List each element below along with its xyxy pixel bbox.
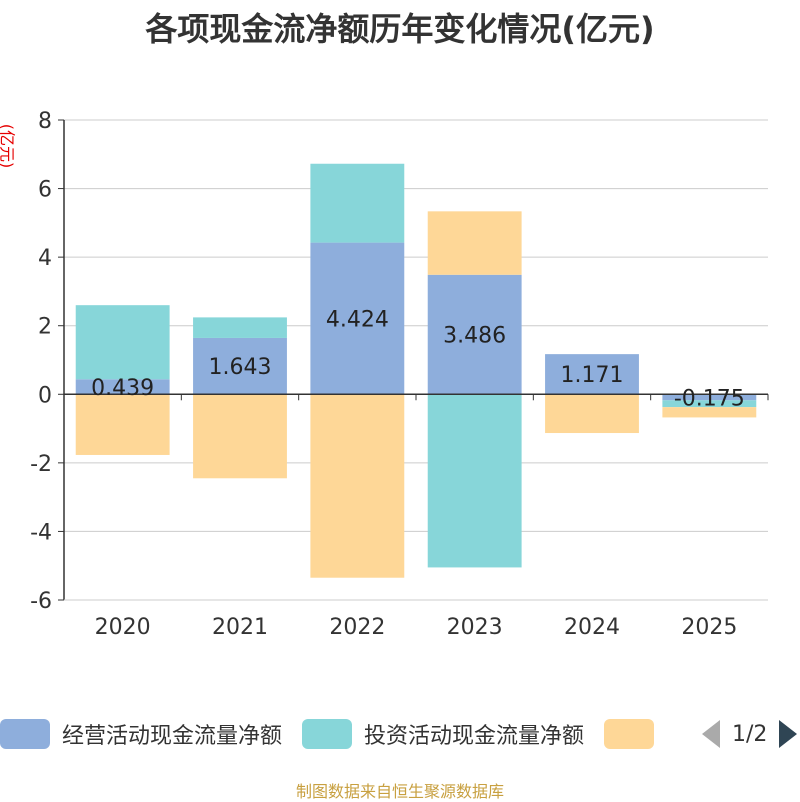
bar-chart: -6 -4 -2 0 2 4 6 8 2020 2021 2022 2023 2024 2025 0.439… [30, 109, 769, 640]
bar-2021-series-0 [193, 337, 287, 395]
x-tick-label-2024: 2024 [564, 615, 620, 640]
bar-2022-series-0 [310, 242, 405, 395]
y-tick-label: 6 [38, 178, 52, 203]
bar-2022-series-1 [310, 163, 405, 243]
y-tick-label: -2 [30, 452, 52, 477]
bar-2022-series-2 [310, 394, 405, 578]
y-tick-label: 2 [38, 315, 52, 340]
bar-2023-series-2 [427, 211, 522, 275]
legend-item-financing[interactable] [604, 719, 666, 749]
data-label-2025: -0.175 [674, 386, 745, 411]
x-tick-label-2022: 2022 [329, 615, 385, 640]
y-tick-label: 8 [38, 109, 52, 134]
legend-item-operating[interactable]: 经营活动现金流量净额 [0, 718, 282, 750]
bar-2021-series-2 [193, 394, 287, 479]
x-tick-label-2021: 2021 [212, 615, 268, 640]
bar-2020-series-1 [75, 305, 170, 380]
bar-2024-series-2 [545, 394, 639, 434]
legend-label-operating: 经营活动现金流量净额 [62, 724, 283, 749]
legend-prev-page-icon[interactable] [702, 720, 720, 748]
bar-2020-series-2 [75, 394, 170, 455]
legend-swatch-operating [0, 719, 50, 749]
data-source-note: 制图数据来自恒生聚源数据库 [295, 782, 504, 801]
chart-title: 各项现金流净额历年变化情况(亿元) [145, 10, 655, 48]
legend: 经营活动现金流量净额 投资活动现金流量净额 [0, 716, 686, 752]
legend-next-page-icon[interactable] [779, 720, 798, 748]
bar-2020-series-0 [75, 379, 170, 395]
data-label-2021: 1.643 [209, 355, 272, 380]
bar-2025-series-0 [662, 394, 757, 401]
data-label-2022: 4.424 [326, 307, 389, 332]
y-tick-label: 4 [38, 246, 52, 271]
legend-pager: 1/2 [702, 716, 798, 752]
y-tick-label: 0 [38, 383, 52, 408]
bar-2023-series-0 [427, 274, 522, 395]
legend-item-investing[interactable]: 投资活动现金流量净额 [302, 718, 584, 750]
x-tick-label-2020: 2020 [95, 615, 151, 640]
bar-2025-series-2 [662, 407, 757, 418]
y-tick-label: -6 [30, 589, 52, 614]
legend-page-indicator: 1/2 [732, 721, 768, 747]
bar-2023-series-1 [427, 394, 522, 568]
bar-2025-series-1 [662, 400, 757, 408]
x-tick-label-2025: 2025 [681, 615, 737, 640]
legend-swatch-financing [604, 719, 655, 749]
data-label-2024: 1.171 [561, 363, 624, 388]
x-tick-label-2023: 2023 [447, 615, 503, 640]
legend-label-investing: 投资活动现金流量净额 [364, 724, 585, 749]
legend-swatch-investing [302, 719, 353, 749]
y-tick-label: -4 [30, 520, 52, 545]
bar-2024-series-0 [545, 354, 639, 395]
bar-2021-series-1 [193, 317, 287, 338]
data-label-2023: 3.486 [443, 324, 506, 349]
data-label-2020: 0.439 [91, 376, 154, 401]
